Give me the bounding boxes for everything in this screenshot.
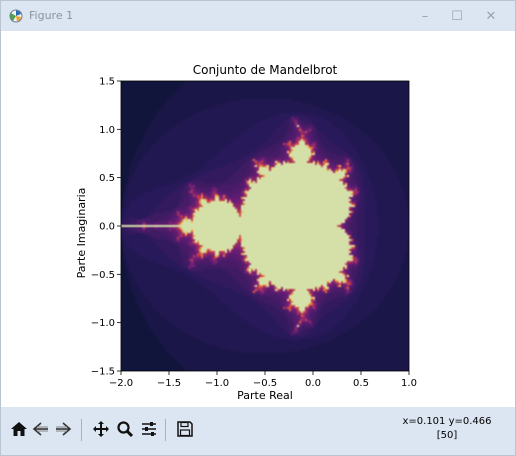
y-tick-label: −1.0 bbox=[91, 318, 115, 329]
x-tick-label: 1.0 bbox=[401, 378, 417, 389]
y-tick-label: −0.5 bbox=[91, 270, 115, 281]
sliders-icon bbox=[142, 422, 156, 436]
window-title: Figure 1 bbox=[29, 9, 74, 22]
toolbar-separator bbox=[165, 419, 166, 441]
forward-button[interactable] bbox=[53, 419, 73, 439]
y-tick-label: 0.0 bbox=[99, 222, 115, 233]
cursor-coordinates: x=0.101 y=0.466 [50] bbox=[387, 415, 507, 443]
back-button[interactable] bbox=[31, 419, 51, 439]
back-arrow-icon bbox=[32, 422, 48, 436]
x-tick-label: −1.0 bbox=[205, 378, 229, 389]
x-tick-label: 0.0 bbox=[305, 378, 321, 389]
navigation-toolbar: x=0.101 y=0.466 [50] bbox=[1, 407, 515, 455]
y-tick-label: 1.0 bbox=[99, 125, 115, 136]
maximize-button[interactable]: ☐ bbox=[451, 8, 463, 24]
coords-xy: x=0.101 y=0.466 bbox=[402, 416, 492, 427]
close-button[interactable]: ✕ bbox=[485, 8, 497, 24]
x-axis-label: Parte Real bbox=[237, 389, 293, 402]
x-tick-label: −2.0 bbox=[109, 378, 133, 389]
zoom-button[interactable] bbox=[115, 419, 135, 439]
y-tick-label: 0.5 bbox=[99, 173, 115, 184]
y-tick-label: −1.5 bbox=[91, 367, 115, 378]
figure-canvas[interactable]: Conjunto de Mandelbrot −2.0 −1.5 −1.0 −0.5 0… bbox=[1, 31, 515, 407]
magnifier-icon bbox=[117, 421, 134, 438]
x-tick-label: 0.5 bbox=[353, 378, 369, 389]
save-button[interactable] bbox=[175, 419, 195, 439]
pan-arrows-icon bbox=[93, 421, 109, 437]
matplotlib-logo-icon bbox=[9, 9, 23, 23]
mandelbrot-heatmap bbox=[121, 81, 409, 371]
title-bar[interactable]: Figure 1 – ☐ ✕ bbox=[1, 1, 515, 31]
coords-value: [50] bbox=[436, 430, 458, 441]
mandelbrot-plot: −2.0 −1.5 −1.0 −0.5 0.0 0.5 1.01.51.00.50.0−0.… bbox=[91, 77, 417, 390]
pan-button[interactable] bbox=[91, 419, 111, 439]
toolbar-separator bbox=[81, 419, 82, 441]
y-tick-label: 1.5 bbox=[99, 77, 115, 88]
home-button[interactable] bbox=[9, 419, 29, 439]
x-tick-label: −0.5 bbox=[253, 378, 277, 389]
configure-subplots-button[interactable] bbox=[139, 419, 159, 439]
y-axis-label: Parte Imaginaria bbox=[75, 187, 88, 279]
forward-arrow-icon bbox=[56, 422, 72, 436]
minimize-button[interactable]: – bbox=[421, 8, 429, 24]
x-tick-label: −1.5 bbox=[157, 378, 181, 389]
home-icon bbox=[11, 422, 27, 436]
floppy-disk-icon bbox=[177, 421, 193, 437]
chart-title: Conjunto de Mandelbrot bbox=[192, 63, 338, 77]
